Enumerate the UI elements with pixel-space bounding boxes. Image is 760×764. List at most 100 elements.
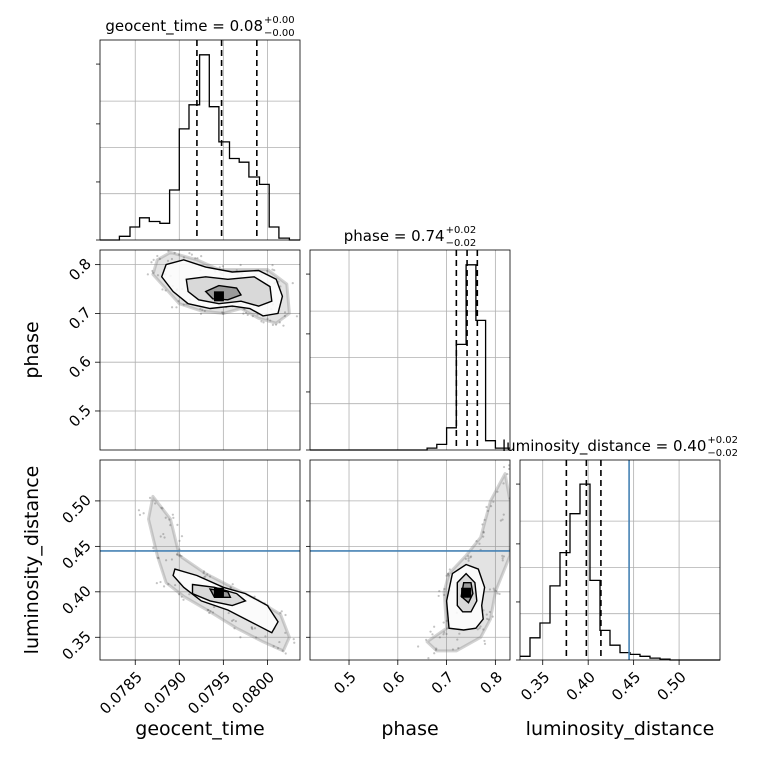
sample-point: [170, 558, 174, 561]
sample-point: [188, 252, 191, 255]
sample-point: [435, 647, 438, 650]
x-tick-label: 0.0795: [184, 668, 234, 718]
x-tick-label: 0.0785: [96, 668, 146, 718]
sample-point: [194, 257, 197, 260]
histogram-step-line: [520, 483, 720, 661]
sample-point: [170, 257, 174, 261]
sample-point: [278, 321, 281, 324]
sample-point: [171, 513, 174, 516]
sample-point: [250, 626, 253, 630]
sample-point: [514, 491, 516, 493]
y-tick-label: 0.40: [58, 582, 94, 618]
sample-point: [446, 573, 450, 576]
x-tick-label: 0.5: [330, 668, 360, 698]
sample-point: [161, 507, 164, 510]
sample-point: [164, 289, 167, 292]
sample-point: [447, 572, 450, 575]
sample-point: [434, 648, 438, 652]
sample-point: [269, 319, 272, 322]
sample-point: [279, 285, 282, 288]
sample-point: [182, 303, 185, 306]
sample-point: [291, 282, 294, 285]
sample-point: [488, 588, 492, 591]
sample-point: [233, 627, 236, 630]
sample-point: [160, 506, 163, 509]
sample-point: [489, 505, 493, 508]
x-tick-label: 0.35: [517, 668, 553, 704]
sample-point: [482, 531, 485, 534]
sample-point: [467, 557, 470, 560]
panel-border: [309, 459, 511, 661]
sample-point: [302, 644, 304, 646]
sample-point: [158, 257, 161, 260]
sample-point: [138, 513, 142, 516]
sample-point: [161, 288, 164, 291]
sample-point: [271, 323, 275, 327]
sample-point: [196, 257, 199, 260]
sample-point: [175, 553, 179, 556]
sample-point: [176, 523, 179, 526]
sample-point: [177, 299, 180, 303]
sample-point: [221, 265, 225, 268]
sample-point: [201, 308, 204, 312]
x-axis-label: luminosity_distance: [526, 718, 715, 740]
x-tick-label: 0.40: [563, 668, 599, 704]
sample-point: [502, 513, 505, 516]
sample-point: [495, 589, 498, 593]
x-tick-label: 0.7: [428, 668, 458, 698]
sample-point: [501, 554, 504, 557]
sample-point: [282, 324, 285, 327]
sample-point: [429, 630, 432, 633]
panel-border: [99, 249, 301, 451]
sample-point: [437, 594, 440, 598]
sample-point: [493, 589, 496, 592]
sample-point: [501, 518, 504, 521]
sample-point: [496, 592, 499, 595]
y-axis-label: luminosity_distance: [21, 466, 43, 655]
panel-border: [519, 459, 721, 661]
y-tick-label: 0.5: [65, 401, 95, 431]
sample-point: [229, 586, 232, 589]
sample-point: [485, 505, 488, 509]
sample-point: [152, 546, 155, 550]
sample-point: [182, 598, 185, 601]
sample-point: [253, 627, 257, 630]
sample-point: [246, 313, 249, 316]
sample-point: [169, 524, 172, 527]
sample-point: [469, 556, 472, 559]
sample-point: [159, 580, 162, 584]
sample-point: [204, 575, 207, 578]
sample-point: [251, 315, 254, 318]
sample-point: [178, 554, 182, 557]
sample-point: [208, 611, 211, 615]
x-tick-label: 0.6: [379, 668, 409, 698]
sample-point: [154, 502, 157, 505]
sample-point: [279, 611, 282, 615]
panel-title-upper-error: +0.02: [446, 225, 477, 236]
sample-point: [163, 536, 166, 539]
sample-point: [469, 555, 473, 558]
sample-point: [266, 317, 269, 320]
sample-point: [264, 635, 267, 638]
sample-point: [483, 642, 487, 645]
sample-point: [235, 269, 238, 272]
panel-content: [100, 494, 304, 660]
sample-point: [230, 619, 234, 622]
sample-point: [442, 633, 445, 636]
sample-point: [433, 652, 436, 655]
sample-point: [507, 467, 510, 471]
sample-point: [445, 632, 448, 636]
median-marker: [213, 587, 224, 598]
sample-point: [156, 556, 159, 559]
panel-title-geocent_time: geocent_time = 0.08 +0.00 −0.00: [105, 15, 294, 39]
sample-point: [266, 269, 269, 273]
sample-point: [512, 490, 514, 492]
sample-point: [485, 613, 488, 616]
sample-point: [203, 309, 206, 313]
sample-point: [456, 638, 459, 641]
sample-point: [164, 516, 167, 519]
sample-point: [156, 274, 160, 277]
sample-point: [170, 306, 174, 309]
